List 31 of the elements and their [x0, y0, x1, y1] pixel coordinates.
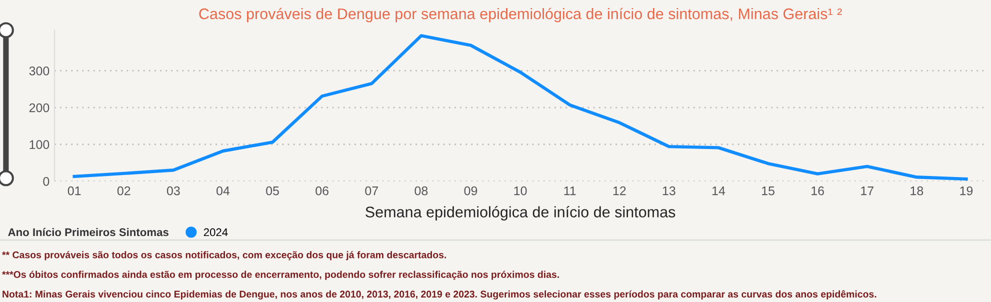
- text: ***Os óbitos confirmados ainda estão em processo de encerramento, podendo sofrer reclassificação nos próximos dias.: [2, 270, 559, 280]
- x-tick-label: 19: [960, 186, 973, 196]
- x-tick-label: 06: [316, 186, 328, 196]
- y-tick-label: 100: [30, 140, 50, 150]
- x-tick-label: 10: [514, 186, 527, 196]
- x-tick-label: 07: [365, 186, 378, 196]
- x-tick-label: 12: [613, 186, 626, 196]
- x-tick-label: 03: [166, 186, 180, 196]
- chart-title: Casos prováveis de Dengue por semana epidemiológica de início de sintomas, Minas Gerais¹ ²: [199, 8, 842, 22]
- x-tick-label: 13: [662, 186, 676, 196]
- x-tick-label: 04: [216, 186, 230, 196]
- x-tick-label: 14: [712, 186, 726, 196]
- x-tick-label: 05: [266, 186, 279, 196]
- x-tick-label: 09: [464, 186, 478, 196]
- x-tick-label: 01: [68, 186, 81, 196]
- x-tick-label: 18: [910, 186, 924, 196]
- legend-title: Ano Início Primeiros Sintomas: [8, 228, 168, 236]
- x-tick-label: 16: [812, 186, 824, 196]
- y-tick-label: 0: [43, 177, 50, 186]
- y-tick-label: 300: [29, 66, 50, 76]
- text: Nota1: Minas Gerais vivenciou cinco Epidemias de Dengue, nos anos de 2010, 2013, 2016, 2019 e 2023. Sugerimos selecionar esses períodos para comparar as curvas dos anos epidêmicos.: [2, 290, 876, 300]
- line-series: [72, 34, 968, 181]
- x-tick-label: 15: [762, 186, 774, 196]
- x-axis-title: Semana epidemiológica de início de sintomas: [366, 206, 676, 220]
- x-tick-label: 08: [414, 186, 428, 196]
- x-tick-label: 11: [564, 186, 576, 196]
- x-tick-label: 02: [117, 186, 130, 196]
- text: ** Casos prováveis são todos os casos notificados, com exceção dos que já foram descartados.: [2, 251, 446, 260]
- x-tick-label: 17: [861, 186, 874, 196]
- legend-label: 2024: [204, 228, 228, 236]
- y-tick-label: 200: [29, 103, 50, 112]
